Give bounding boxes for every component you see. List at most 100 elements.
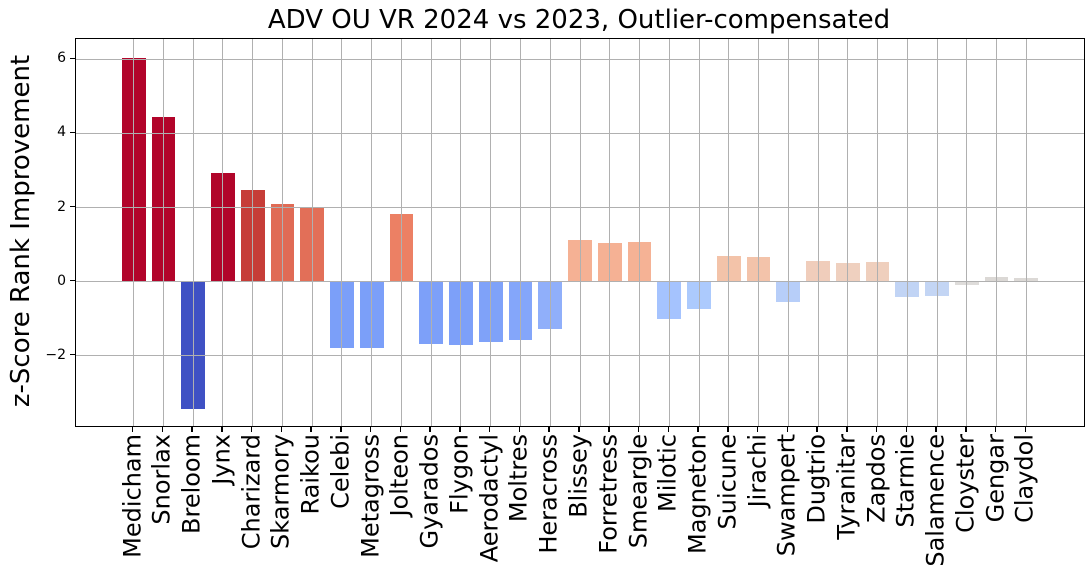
x-tick-mark <box>369 426 372 432</box>
gridline-vertical <box>906 39 908 426</box>
x-tick-mark <box>637 426 640 432</box>
chart-title: ADV OU VR 2024 vs 2023, Outlier-compensa… <box>267 5 891 35</box>
gridline-vertical <box>1025 39 1027 426</box>
x-tick-mark <box>786 426 788 432</box>
x-tick-mark <box>578 426 580 432</box>
x-tick-mark <box>250 426 253 432</box>
x-tick-mark <box>935 426 937 432</box>
y-tick-label: 6 <box>57 50 66 67</box>
x-tick-label-medicham: Medicham <box>118 434 147 558</box>
gridline-vertical <box>847 39 849 426</box>
gridline-vertical <box>341 39 343 426</box>
gridline-vertical <box>728 39 730 426</box>
x-tick-label-tyranitar: Tyranitar <box>832 434 861 540</box>
gridline-vertical <box>698 39 700 426</box>
x-tick-label-celebi: Celebi <box>326 434 355 509</box>
x-tick-label-snorlax: Snorlax <box>147 434 176 525</box>
gridline-vertical <box>133 39 135 426</box>
gridline-vertical <box>400 39 402 426</box>
gridline-vertical <box>787 39 789 426</box>
x-tick-label-charizard: Charizard <box>237 434 266 550</box>
x-tick-mark <box>518 426 521 432</box>
x-tick-label-heracross: Heracross <box>534 434 563 554</box>
x-tick-label-suicune: Suicune <box>713 434 742 530</box>
x-tick-mark <box>131 426 134 432</box>
x-tick-mark <box>905 426 908 432</box>
gridline-vertical <box>817 39 819 426</box>
y-tick-mark <box>70 205 75 208</box>
gridline-vertical <box>371 39 373 426</box>
x-tick-label-swampert: Swampert <box>772 434 801 557</box>
gridline-vertical <box>996 39 998 426</box>
x-tick-mark <box>608 426 610 432</box>
gridline-vertical <box>609 39 611 426</box>
x-tick-label-jynx: Jynx <box>207 434 236 485</box>
x-tick-label-starmie: Starmie <box>891 434 920 528</box>
y-tick-mark <box>70 353 75 356</box>
gridline-vertical <box>966 39 968 426</box>
x-tick-label-aerodactyl: Aerodactyl <box>475 434 504 563</box>
x-tick-mark <box>399 426 402 432</box>
x-tick-label-moltres: Moltres <box>504 434 533 523</box>
x-tick-label-gengar: Gengar <box>980 434 1009 523</box>
gridline-vertical <box>668 39 670 426</box>
y-tick-label: −2 <box>45 346 66 363</box>
x-tick-label-metagross: Metagross <box>356 434 385 558</box>
x-tick-label-skarmory: Skarmory <box>266 434 295 549</box>
gridline-vertical <box>311 39 313 426</box>
x-tick-mark <box>310 426 312 432</box>
gridline-vertical <box>579 39 581 426</box>
gridline-vertical <box>877 39 879 426</box>
gridline-vertical <box>281 39 283 426</box>
x-tick-label-breloom: Breloom <box>177 434 206 534</box>
x-tick-mark <box>697 426 699 432</box>
x-tick-mark <box>548 426 550 432</box>
y-tick-label: 0 <box>57 272 66 289</box>
gridline-vertical <box>519 39 521 426</box>
gridline-vertical <box>222 39 224 426</box>
x-tick-label-claydol: Claydol <box>1010 434 1039 523</box>
x-tick-mark <box>965 426 967 432</box>
x-tick-label-cloyster: Cloyster <box>951 434 980 533</box>
x-tick-mark <box>340 426 342 432</box>
gridline-vertical <box>758 39 759 426</box>
x-tick-mark <box>846 426 848 432</box>
x-tick-label-salamence: Salamence <box>921 434 950 567</box>
gridline-vertical <box>460 39 462 426</box>
x-tick-mark <box>756 426 759 432</box>
y-tick-label: 4 <box>57 124 66 141</box>
gridline-vertical <box>549 39 551 426</box>
y-tick-mark <box>70 57 75 60</box>
x-tick-label-milotic: Milotic <box>653 434 682 512</box>
gridline-vertical <box>192 39 194 426</box>
x-tick-label-jolteon: Jolteon <box>385 434 414 517</box>
x-tick-mark <box>994 426 997 432</box>
x-tick-mark <box>816 426 818 432</box>
x-tick-label-raikou: Raikou <box>296 434 325 515</box>
x-tick-label-blissey: Blissey <box>564 434 593 518</box>
y-tick-mark <box>70 279 75 282</box>
gridline-vertical <box>490 39 492 426</box>
x-tick-mark <box>161 426 164 432</box>
x-tick-label-flygon: Flygon <box>445 434 474 514</box>
x-tick-mark <box>429 426 431 432</box>
x-tick-mark <box>488 426 491 432</box>
x-tick-mark <box>191 426 193 432</box>
gridline-vertical <box>162 39 164 426</box>
gridline-vertical <box>252 39 254 426</box>
gridline-vertical <box>639 39 640 426</box>
x-tick-label-jirachi: Jirachi <box>742 434 771 508</box>
x-tick-label-zapdos: Zapdos <box>861 434 890 523</box>
x-tick-mark <box>459 426 461 432</box>
y-tick-mark <box>70 131 75 134</box>
x-tick-mark <box>280 426 283 432</box>
y-tick-label: 2 <box>57 198 66 215</box>
gridline-vertical <box>430 39 432 426</box>
x-tick-label-smeargle: Smeargle <box>623 434 652 549</box>
x-tick-label-magneton: Magneton <box>683 434 712 554</box>
plot-area <box>75 38 1085 427</box>
x-tick-label-forretress: Forretress <box>594 434 623 554</box>
x-tick-mark <box>875 426 878 432</box>
x-tick-mark <box>221 426 223 432</box>
